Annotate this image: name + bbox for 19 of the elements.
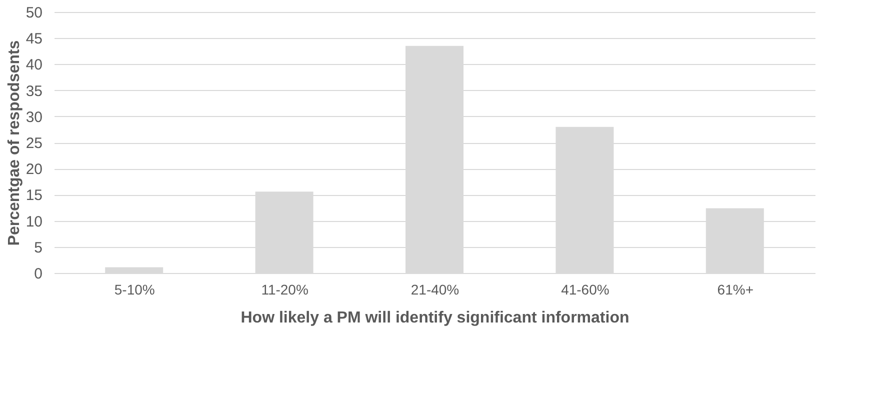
bar [105, 267, 164, 273]
y-tick-label: 45 [26, 30, 42, 48]
y-tick-label: 40 [26, 56, 42, 74]
x-axis-title: How likely a PM will identify significant information [240, 310, 630, 326]
x-tick-label: 61%+ [717, 282, 754, 298]
y-tick-label: 35 [26, 82, 42, 100]
y-tick-label: 25 [26, 135, 42, 152]
x-tick-label: 11-20% [261, 282, 308, 298]
x-tick-label: 21-40% [410, 282, 460, 298]
y-tick-label: 5 [34, 239, 42, 256]
x-tick-label: 41-60% [561, 282, 610, 298]
y-tick-label: 15 [26, 187, 42, 204]
y-tick-label: 0 [34, 266, 42, 282]
y-tick-label: 10 [26, 213, 42, 230]
y-tick-label: 50 [26, 4, 42, 22]
y-tick-label: 20 [26, 161, 42, 178]
y-axis-title: Percentgae of respodsents [6, 40, 23, 246]
y-tick-label: 30 [26, 108, 42, 126]
x-tick-label: 5-10% [114, 282, 155, 298]
